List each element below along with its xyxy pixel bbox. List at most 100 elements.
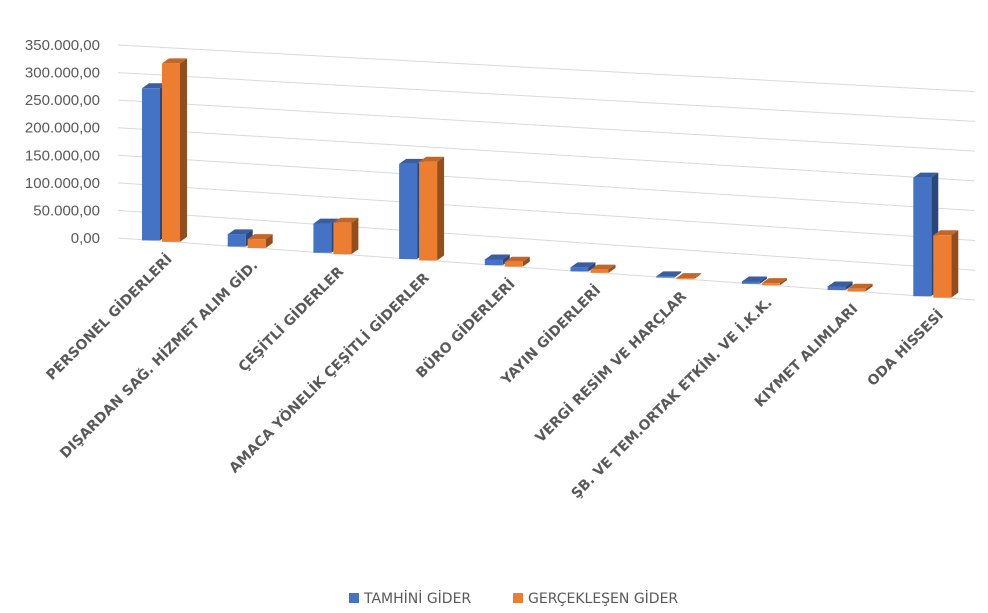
gridline bbox=[117, 182, 976, 241]
legend-label-tamhini: TAMHİNİ GİDER bbox=[363, 589, 471, 607]
x-tick-label: BÜRO GİDERLERİ bbox=[412, 275, 519, 382]
bar-side bbox=[845, 281, 853, 290]
bar-top bbox=[419, 156, 445, 162]
bar-tamhini bbox=[656, 271, 682, 278]
bar-side bbox=[588, 262, 596, 272]
bar-side bbox=[437, 156, 445, 261]
bar-front bbox=[741, 281, 760, 284]
x-tick-label: KIYMET ALIMLARI bbox=[752, 301, 861, 410]
bar-top bbox=[827, 281, 853, 287]
bar-top bbox=[847, 283, 873, 289]
bar-front bbox=[399, 163, 418, 259]
bar-front bbox=[827, 286, 846, 290]
bar-front bbox=[913, 177, 932, 297]
bar-tamhini bbox=[827, 281, 853, 290]
y-tick-label: 100.000,00 bbox=[25, 175, 100, 192]
bar-front bbox=[313, 223, 332, 253]
bar-front bbox=[847, 288, 866, 292]
y-tick-label: 200.000,00 bbox=[25, 120, 100, 137]
bar-tamhini bbox=[741, 276, 767, 284]
bar-side bbox=[779, 278, 787, 286]
bar-tamhini bbox=[484, 254, 510, 266]
gridline bbox=[117, 154, 976, 212]
bar-side bbox=[180, 58, 187, 242]
bar-gerceklesen bbox=[162, 58, 187, 242]
legend-swatch-gerceklesen bbox=[513, 593, 523, 603]
bar-side bbox=[522, 256, 530, 267]
bar-top bbox=[504, 256, 530, 262]
gridline bbox=[117, 72, 976, 122]
bar-top bbox=[313, 218, 339, 224]
gridline bbox=[117, 99, 976, 152]
legend: TAMHİNİ GİDER GERÇEKLEŞEN GİDER bbox=[349, 589, 678, 607]
bar-gerceklesen bbox=[590, 264, 616, 273]
bar-gerceklesen bbox=[333, 217, 359, 255]
bar-top bbox=[399, 158, 425, 164]
bar-front bbox=[656, 276, 675, 278]
bar-gerceklesen bbox=[676, 273, 702, 280]
bar-front bbox=[162, 63, 180, 242]
gridline bbox=[117, 209, 976, 271]
bar-front bbox=[590, 269, 609, 273]
bar-front bbox=[419, 161, 438, 261]
bar-top bbox=[162, 58, 187, 64]
bar-gerceklesen bbox=[247, 234, 273, 249]
bar-side bbox=[502, 254, 510, 266]
legend-label-gerceklesen: GERÇEKLEŞEN GİDER bbox=[528, 589, 678, 607]
y-tick-label: 250.000,00 bbox=[25, 92, 100, 109]
x-tick-label: ŞB. VE TEM.ORTAK ETKİN. VE İ.K.K. bbox=[568, 294, 776, 502]
gridlines bbox=[117, 44, 976, 301]
bar-top bbox=[761, 278, 787, 284]
x-tick-label: ODA HİSSESİ bbox=[864, 307, 947, 390]
bar-front bbox=[570, 267, 589, 272]
bar-side bbox=[674, 271, 682, 278]
bar-top bbox=[590, 264, 616, 270]
x-tick-label: YAYIN GİDERLERİ bbox=[497, 282, 604, 389]
bar-top bbox=[142, 83, 167, 89]
y-axis-ticks: 0,00 50.000,00 100.000,00 150.000,00 200.000… bbox=[25, 37, 100, 247]
bar-side bbox=[759, 276, 767, 284]
bar-front bbox=[227, 234, 246, 247]
legend-swatch-tamhini bbox=[349, 593, 359, 603]
bar-side bbox=[951, 230, 959, 298]
bar-front bbox=[484, 259, 503, 266]
bar-front bbox=[333, 222, 352, 255]
bar-front bbox=[142, 88, 160, 241]
bar-front bbox=[504, 261, 523, 267]
bars bbox=[142, 58, 959, 298]
gridline bbox=[117, 127, 976, 182]
x-tick-label: AMACA YÖNELİK ÇEŞİTLİ GİDERLER bbox=[225, 269, 433, 477]
y-tick-label: 350.000,00 bbox=[25, 37, 100, 54]
bar-top bbox=[333, 217, 359, 223]
bar-side bbox=[865, 283, 873, 292]
bar-gerceklesen bbox=[504, 256, 530, 267]
y-tick-label: 150.000,00 bbox=[25, 147, 100, 164]
bar-front bbox=[247, 239, 266, 249]
bar-gerceklesen bbox=[847, 283, 873, 292]
bar-top bbox=[484, 254, 510, 260]
bar-gerceklesen bbox=[761, 278, 787, 286]
bar-top bbox=[913, 172, 939, 178]
y-tick-label: 0,00 bbox=[71, 230, 100, 247]
bar-gerceklesen bbox=[933, 230, 959, 298]
bar-side bbox=[265, 234, 273, 249]
bar-side bbox=[694, 273, 702, 280]
bar-front bbox=[676, 278, 695, 280]
bar-side bbox=[351, 217, 359, 255]
bar-tamhini bbox=[570, 262, 596, 272]
x-tick-label: DIŞARDAN SAĞ. HİZMET ALIM GİD. bbox=[56, 256, 261, 461]
bar-top bbox=[227, 229, 253, 235]
x-tick-label: ÇEŞİTLİ GİDERLER bbox=[235, 263, 347, 375]
bar-top bbox=[676, 273, 702, 279]
bar-front bbox=[761, 283, 780, 286]
bar-top bbox=[933, 230, 959, 236]
y-tick-label: 50.000,00 bbox=[33, 202, 100, 219]
bar-top bbox=[741, 276, 767, 282]
bar-top bbox=[656, 271, 682, 277]
y-tick-label: 300.000,00 bbox=[25, 65, 100, 82]
x-tick-label: VERGİ RESİM VE HARÇLAR bbox=[532, 288, 690, 446]
bar-side bbox=[608, 264, 616, 273]
bar-front bbox=[933, 235, 952, 298]
bar-gerceklesen bbox=[419, 156, 445, 261]
